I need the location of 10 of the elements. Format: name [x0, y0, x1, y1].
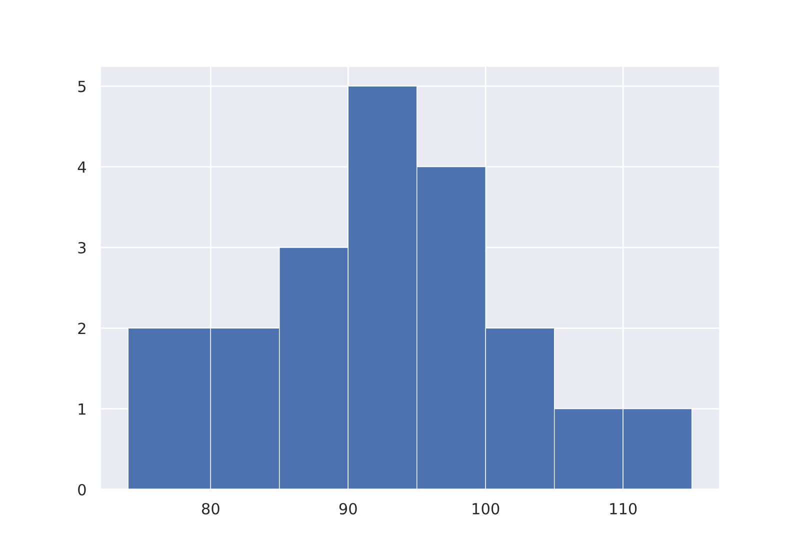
x-tick-label: 80 — [202, 502, 220, 515]
y-tick-label: 2 — [78, 322, 86, 334]
x-tick-label: 100 — [472, 502, 500, 515]
x-tick-label: 110 — [610, 502, 637, 515]
y-tick-label: 0 — [78, 484, 86, 496]
y-tick-label: 1 — [78, 404, 86, 415]
y-tick-label: 4 — [78, 162, 86, 173]
x-tick-label: 90 — [339, 502, 357, 515]
y-tick-label: 5 — [78, 80, 86, 92]
y-tick-label: 3 — [78, 242, 86, 254]
